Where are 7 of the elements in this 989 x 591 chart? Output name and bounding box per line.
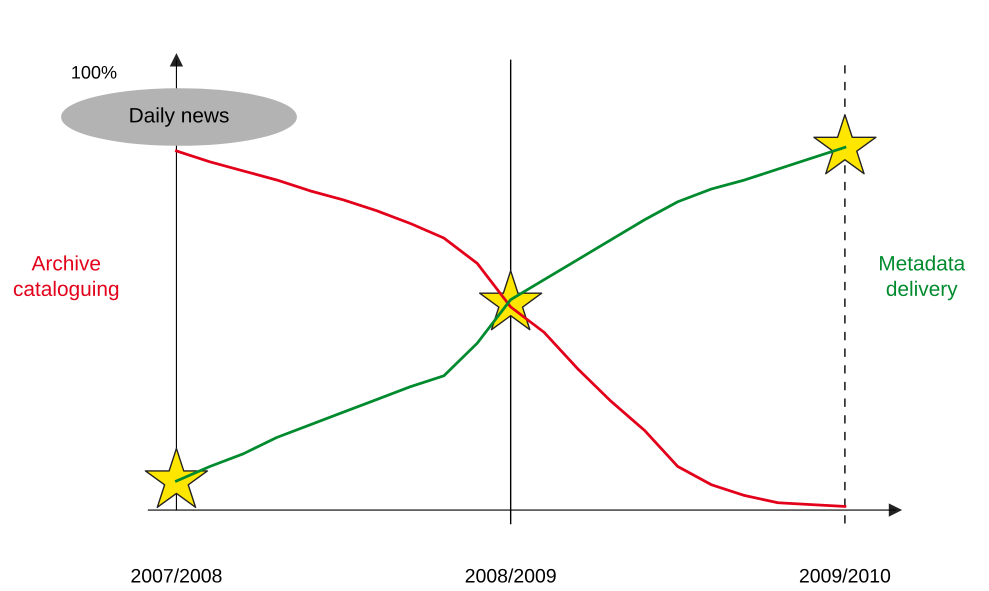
text: 100% bbox=[72, 66, 116, 79]
text: Metadata delivery bbox=[880, 255, 966, 300]
text: Daily news bbox=[130, 107, 229, 127]
text: Archive cataloguing bbox=[14, 255, 118, 300]
x-tick-label: 2007/2008 bbox=[131, 568, 222, 583]
x-tick-label: 2009/2010 bbox=[800, 568, 890, 583]
x-tick-label: 2008/2009 bbox=[466, 568, 556, 583]
